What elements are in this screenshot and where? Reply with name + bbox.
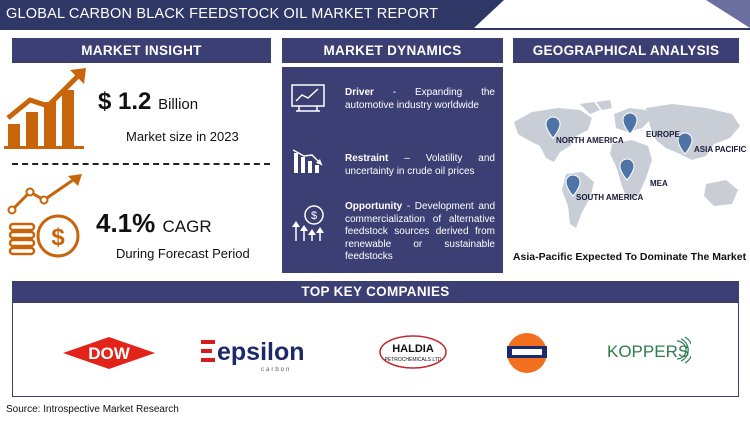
restraint-text: – Volatility and uncertainty in crude oi… bbox=[345, 153, 495, 177]
report-title: GLOBAL CARBON BLACK FEEDSTOCK OIL MARKET… bbox=[6, 6, 439, 22]
cagr-number: 4.1% bbox=[96, 208, 156, 238]
growth-opportunity-icon: $ bbox=[292, 205, 324, 241]
market-dynamics-heading: MARKET DYNAMICS bbox=[282, 38, 503, 63]
opportunity-text: - Development and commercialization of a… bbox=[345, 201, 496, 262]
market-insight-heading: MARKET INSIGHT bbox=[12, 38, 271, 63]
corner-triangle bbox=[706, 0, 750, 28]
cagr-unit: CAGR bbox=[162, 217, 212, 236]
dow-logo: DOW bbox=[63, 337, 155, 369]
restraint-item: Restraint – Volatility and uncertainty i… bbox=[345, 153, 495, 178]
opportunity-label: Opportunity bbox=[345, 201, 403, 212]
indian-oil-logo bbox=[507, 333, 547, 373]
source-note: Source: Introspective Market Research bbox=[6, 404, 179, 415]
region-label-mea: MEA bbox=[650, 179, 668, 188]
market-size-caption: Market size in 2023 bbox=[126, 129, 239, 144]
market-size-number: $ 1.2 bbox=[98, 88, 152, 115]
declining-chart-icon bbox=[292, 149, 323, 173]
dollar-coins-icon: $ bbox=[7, 174, 82, 258]
market-size-value: $ 1.2 Billion bbox=[98, 88, 198, 116]
region-label-europe: EUROPE bbox=[646, 130, 680, 139]
epsilon-logo-subtext: carbon bbox=[261, 367, 291, 373]
svg-text:$: $ bbox=[311, 210, 317, 222]
driver-label: Driver bbox=[345, 87, 374, 98]
haldia-logo: HALDIA PETROCHEMICALS LTD bbox=[379, 335, 447, 369]
epsilon-logo: epsilon carbon bbox=[201, 338, 305, 373]
cagr-value: 4.1% CAGR bbox=[96, 208, 212, 239]
chart-screen-icon bbox=[291, 84, 325, 112]
market-size-unit: Billion bbox=[158, 96, 199, 113]
world-map: NORTH AMERICA EUROPE ASIA PACIFIC MEA SO… bbox=[514, 100, 747, 228]
title-rule bbox=[0, 28, 750, 30]
region-label-asia-pacific: ASIA PACIFIC bbox=[694, 145, 747, 154]
top-banner: GLOBAL CARBON BLACK FEEDSTOCK OIL MARKET… bbox=[0, 0, 750, 30]
svg-text:$: $ bbox=[51, 224, 65, 251]
companies-logo-box: DOW epsilon carbon HALDIA PETROCHEMICALS… bbox=[12, 300, 739, 397]
driver-text: - Expanding the automotive industry worl… bbox=[345, 87, 495, 111]
restraint-label: Restraint bbox=[345, 153, 389, 164]
epsilon-logo-text: epsilon bbox=[217, 338, 305, 366]
region-label-north-america: NORTH AMERICA bbox=[556, 136, 624, 145]
top-companies-heading: TOP KEY COMPANIES bbox=[12, 281, 739, 303]
koppers-logo-text: KOPPERS bbox=[607, 342, 689, 361]
insight-divider bbox=[12, 163, 270, 165]
haldia-logo-text: HALDIA bbox=[392, 343, 434, 355]
dow-logo-text: DOW bbox=[88, 344, 131, 363]
driver-item: Driver - Expanding the automotive indust… bbox=[345, 87, 495, 112]
region-label-south-america: SOUTH AMERICA bbox=[576, 193, 643, 202]
market-dynamics-panel: Driver - Expanding the automotive indust… bbox=[282, 67, 503, 273]
koppers-logo: KOPPERS bbox=[607, 336, 691, 364]
title-bar-slant bbox=[474, 0, 504, 28]
cagr-caption: During Forecast Period bbox=[116, 246, 250, 261]
haldia-logo-subtext: PETROCHEMICALS LTD bbox=[385, 357, 442, 363]
growth-bar-chart-icon bbox=[4, 68, 86, 149]
title-bar bbox=[0, 0, 474, 28]
geographical-analysis-heading: GEOGRAPHICAL ANALYSIS bbox=[513, 38, 739, 63]
geo-caption: Asia-Pacific Expected To Dominate The Ma… bbox=[512, 251, 747, 263]
opportunity-item: Opportunity - Development and commercial… bbox=[345, 201, 495, 264]
